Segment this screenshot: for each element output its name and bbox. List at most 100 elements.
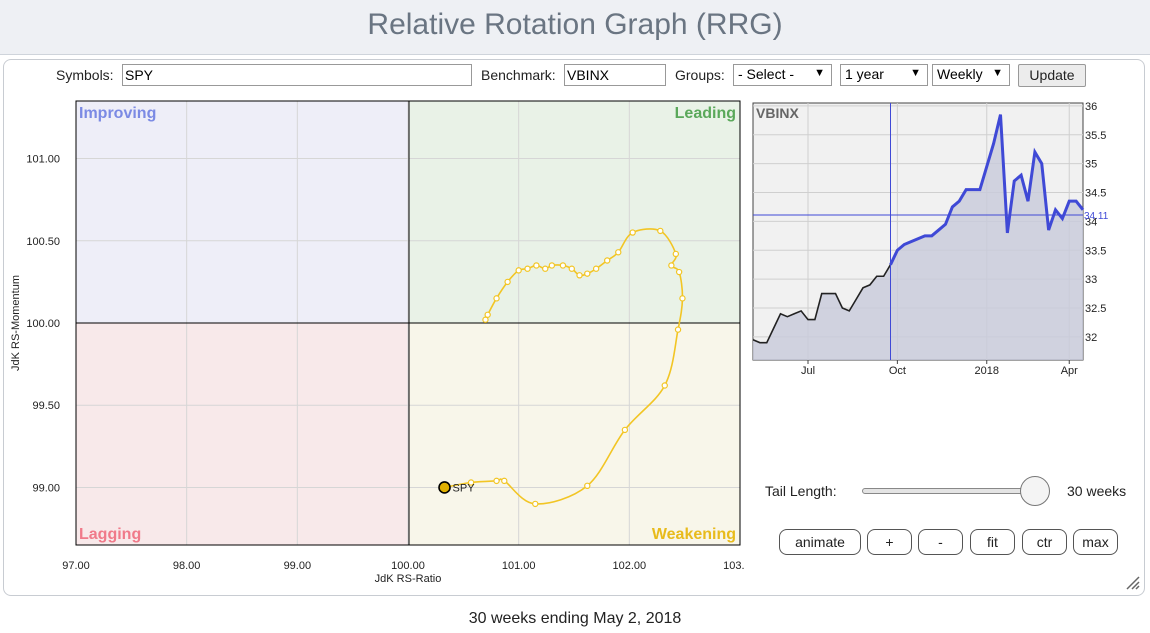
spy-tail-points <box>438 227 686 508</box>
spy-current-point <box>438 481 451 494</box>
price-chart-title: VBINX <box>756 105 799 121</box>
spy-symbol-label: SPY <box>453 482 476 494</box>
title-bar: Relative Rotation Graph (RRG) <box>0 0 1150 55</box>
symbols-input[interactable] <box>122 64 472 86</box>
period-select-value: 1 year <box>845 66 884 82</box>
y-tick-label: 99.00 <box>32 482 60 494</box>
improving-quadrant <box>76 101 409 323</box>
spy-tail-point <box>484 311 491 318</box>
spy-tail-point <box>548 262 556 269</box>
spy-tail-point <box>592 265 600 272</box>
x-tick-labels: 97.00 98.00 99.00 100.00 101.00 102.00 103.00 <box>62 560 745 572</box>
price-x-tick-label: Jul <box>801 365 815 377</box>
spy-tail-point <box>629 229 636 236</box>
resize-handle-icon[interactable] <box>1122 572 1140 590</box>
price-y-tick-label: 36 <box>1085 101 1097 113</box>
chevron-down-icon: ▼ <box>910 67 921 79</box>
zoom-out-button[interactable]: - <box>918 529 963 555</box>
y-tick-label: 101.00 <box>26 154 60 166</box>
spy-tail-point <box>675 268 683 276</box>
frequency-select[interactable]: Weekly ▼ <box>932 64 1010 86</box>
x-axis-label: JdK RS-Ratio <box>375 573 442 585</box>
spy-tail-point <box>584 482 591 489</box>
spy-tail-point <box>467 479 475 486</box>
y-axis-label: JdK RS-Momentum <box>10 275 22 371</box>
x-tick-label: 101.00 <box>502 560 536 572</box>
spy-tail-point <box>482 316 489 323</box>
chevron-down-icon: ▼ <box>992 67 1003 79</box>
rrg-frame <box>75 100 741 546</box>
price-y-tick-labels: 36 35.5 35 34.5 34 33.5 33 32.5 32 <box>1085 101 1106 344</box>
price-y-tick-label: 35.5 <box>1085 130 1106 142</box>
price-y-tick-label: 32.5 <box>1085 303 1106 315</box>
price-y-tick-label: 34 <box>1085 216 1097 228</box>
spy-tail-point <box>668 262 675 269</box>
spy-tail-point <box>679 295 686 302</box>
price-x-tick-labels: Jul Oct 2018 Apr <box>801 365 1078 377</box>
max-button[interactable]: max <box>1073 529 1118 555</box>
spy-tail-point <box>621 426 629 434</box>
spy-tail-point <box>524 265 531 272</box>
y-tick-label: 100.00 <box>26 318 60 330</box>
spy-tail-point <box>515 267 522 274</box>
spy-tail-point <box>576 272 583 279</box>
vbinx-price-chart: VBINX Jul Oct 2018 Apr 36 35.5 35 34.5 34 33.5 33… <box>752 101 1109 377</box>
benchmark-input[interactable] <box>564 64 666 86</box>
period-select[interactable]: 1 year ▼ <box>840 64 928 86</box>
tail-length-slider-handle[interactable] <box>1020 476 1050 506</box>
footer-caption: 30 weeks ending May 2, 2018 <box>468 610 682 627</box>
weakening-quadrant <box>409 323 740 545</box>
price-x-tick-label: 2018 <box>975 365 999 377</box>
center-button[interactable]: ctr <box>1022 529 1067 555</box>
chevron-down-icon: ▼ <box>814 67 825 79</box>
spy-tail-point <box>615 249 622 256</box>
price-x-tick-label: Oct <box>889 365 906 377</box>
spy-tail-point <box>672 250 680 258</box>
x-tick-label: 102.00 <box>613 560 647 572</box>
zoom-in-button[interactable]: + <box>867 529 912 555</box>
spy-tail-point <box>657 227 664 235</box>
spy-tail-point <box>568 265 575 272</box>
price-area <box>753 114 1083 360</box>
symbols-label: Symbols: <box>56 67 114 83</box>
spy-tail-point <box>532 500 539 508</box>
spy-tail-point <box>584 270 591 277</box>
groups-select[interactable]: - Select - ▼ <box>733 64 832 86</box>
price-y-tick-label: 33.5 <box>1085 245 1106 257</box>
price-y-tick-label: 35 <box>1085 159 1097 171</box>
spy-tail-point <box>501 477 508 485</box>
quadrant-label-lagging: Lagging <box>79 526 141 543</box>
spy-tail-point <box>661 382 668 389</box>
fit-button[interactable]: fit <box>970 529 1015 555</box>
price-line-tail <box>889 114 1085 266</box>
spy-tail-point <box>504 278 511 286</box>
rrg-chart: Improving Leading Lagging Weakening 97.0… <box>10 100 745 585</box>
leading-quadrant <box>409 101 740 323</box>
tail-length-slider[interactable] <box>862 476 1050 506</box>
price-line-history <box>752 264 892 344</box>
price-y-tick-label: 33 <box>1085 274 1097 286</box>
benchmark-label: Benchmark: <box>481 67 556 83</box>
spy-tail-point <box>604 257 611 264</box>
x-tick-label: 100.00 <box>391 560 425 572</box>
spy-tail-point <box>559 262 567 269</box>
current-price-label: 34.11 <box>1084 211 1109 222</box>
spy-tail-point <box>533 262 540 269</box>
page-title: Relative Rotation Graph (RRG) <box>367 8 783 41</box>
x-tick-label: 98.00 <box>173 560 201 572</box>
tail-length-value: 30 weeks <box>1067 483 1127 499</box>
update-button[interactable]: Update <box>1018 64 1086 87</box>
price-y-tick-label: 32 <box>1085 332 1097 344</box>
animate-button[interactable]: animate <box>779 529 861 555</box>
spy-tail-point <box>674 326 682 333</box>
quadrant-label-improving: Improving <box>79 105 156 122</box>
x-tick-label: 103.00 <box>723 560 745 572</box>
groups-select-value: - Select - <box>738 66 795 82</box>
y-tick-labels: 101.00 100.50 100.00 99.50 99.00 <box>26 154 60 495</box>
price-y-tick-label: 34.5 <box>1085 188 1106 200</box>
spy-tail-point <box>493 477 500 485</box>
quadrant-label-leading: Leading <box>675 105 736 122</box>
spy-tail-point <box>542 265 549 272</box>
y-tick-label: 100.50 <box>26 236 60 248</box>
frequency-select-value: Weekly <box>937 66 983 82</box>
